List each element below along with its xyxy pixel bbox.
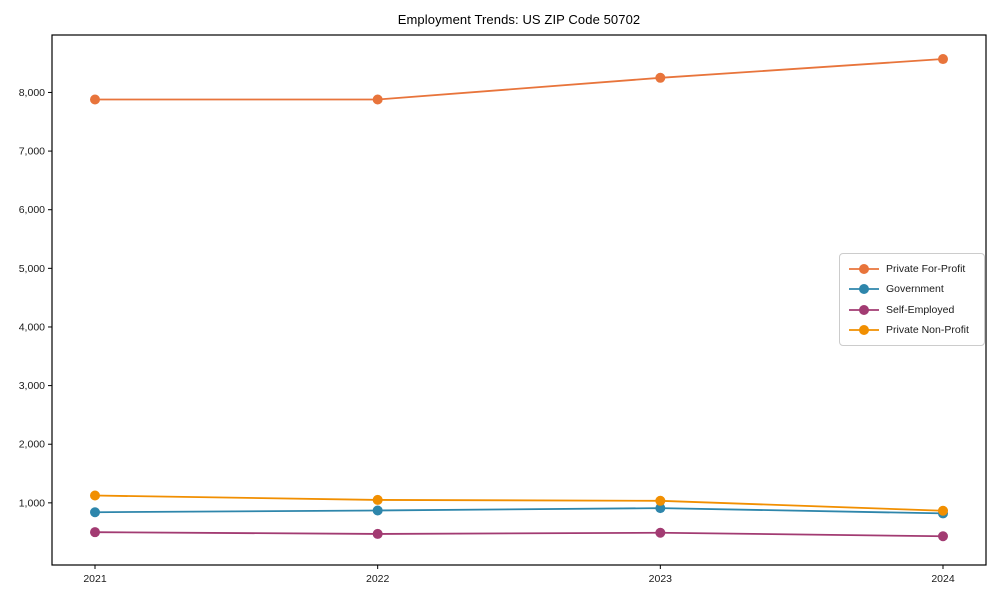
data-point-marker-self-employed (90, 527, 100, 538)
y-tick-label: 5,000 (19, 263, 45, 275)
data-point-marker-private-non-profit (90, 490, 100, 501)
x-tick-label: 2023 (649, 573, 673, 585)
data-point-marker-government (655, 503, 666, 514)
x-tick-label: 2021 (83, 573, 107, 585)
data-point-marker-government (372, 505, 383, 516)
data-point-marker-private-non-profit (655, 495, 666, 506)
y-tick-label: 7,000 (19, 146, 45, 158)
y-tick-label: 6,000 (19, 204, 45, 216)
series-line-private-non-profit (94, 494, 944, 512)
chart-title: Employment Trends: US ZIP Code 50702 (397, 12, 641, 27)
legend-marker-icon (849, 304, 879, 315)
legend-marker-icon (849, 264, 879, 275)
legend-label: Private Non-Profit (886, 323, 969, 336)
plot-border (51, 34, 987, 566)
legend-label: Government (886, 283, 944, 296)
legend-label: Private For-Profit (886, 263, 966, 276)
data-point-marker-self-employed (938, 531, 948, 542)
data-point-marker-self-employed (655, 527, 666, 538)
data-point-marker-private-for-profit (938, 54, 948, 65)
data-point-marker-private-for-profit (372, 94, 383, 105)
y-tick-label: 2,000 (19, 439, 45, 451)
legend-marker-icon (849, 324, 879, 335)
y-tick-label: 4,000 (19, 321, 45, 333)
y-tick-label: 1,000 (19, 497, 45, 509)
legend-item: Self-Employed (849, 304, 975, 316)
legend-item: Private For-Profit (849, 263, 975, 275)
data-point-marker-government (90, 507, 100, 518)
legend-item: Government (849, 283, 975, 295)
legend-label: Self-Employed (886, 303, 955, 316)
x-tick-label: 2024 (931, 573, 955, 585)
data-point-marker-private-non-profit (938, 505, 948, 516)
x-tick-label: 2022 (366, 573, 390, 585)
y-tick-label: 3,000 (19, 380, 45, 392)
data-point-marker-self-employed (372, 528, 383, 539)
legend-marker-icon (849, 284, 879, 295)
data-point-marker-private-non-profit (372, 494, 383, 505)
data-point-marker-private-for-profit (655, 72, 666, 83)
series-line-private-for-profit (94, 58, 944, 101)
data-point-marker-private-for-profit (90, 94, 100, 105)
y-tick-label: 8,000 (19, 87, 45, 99)
legend-item: Private Non-Profit (849, 324, 975, 336)
series-line-self-employed (94, 531, 944, 538)
series-line-government (94, 507, 944, 515)
legend: Private For-Profit Government Self-Employe… (839, 253, 985, 346)
